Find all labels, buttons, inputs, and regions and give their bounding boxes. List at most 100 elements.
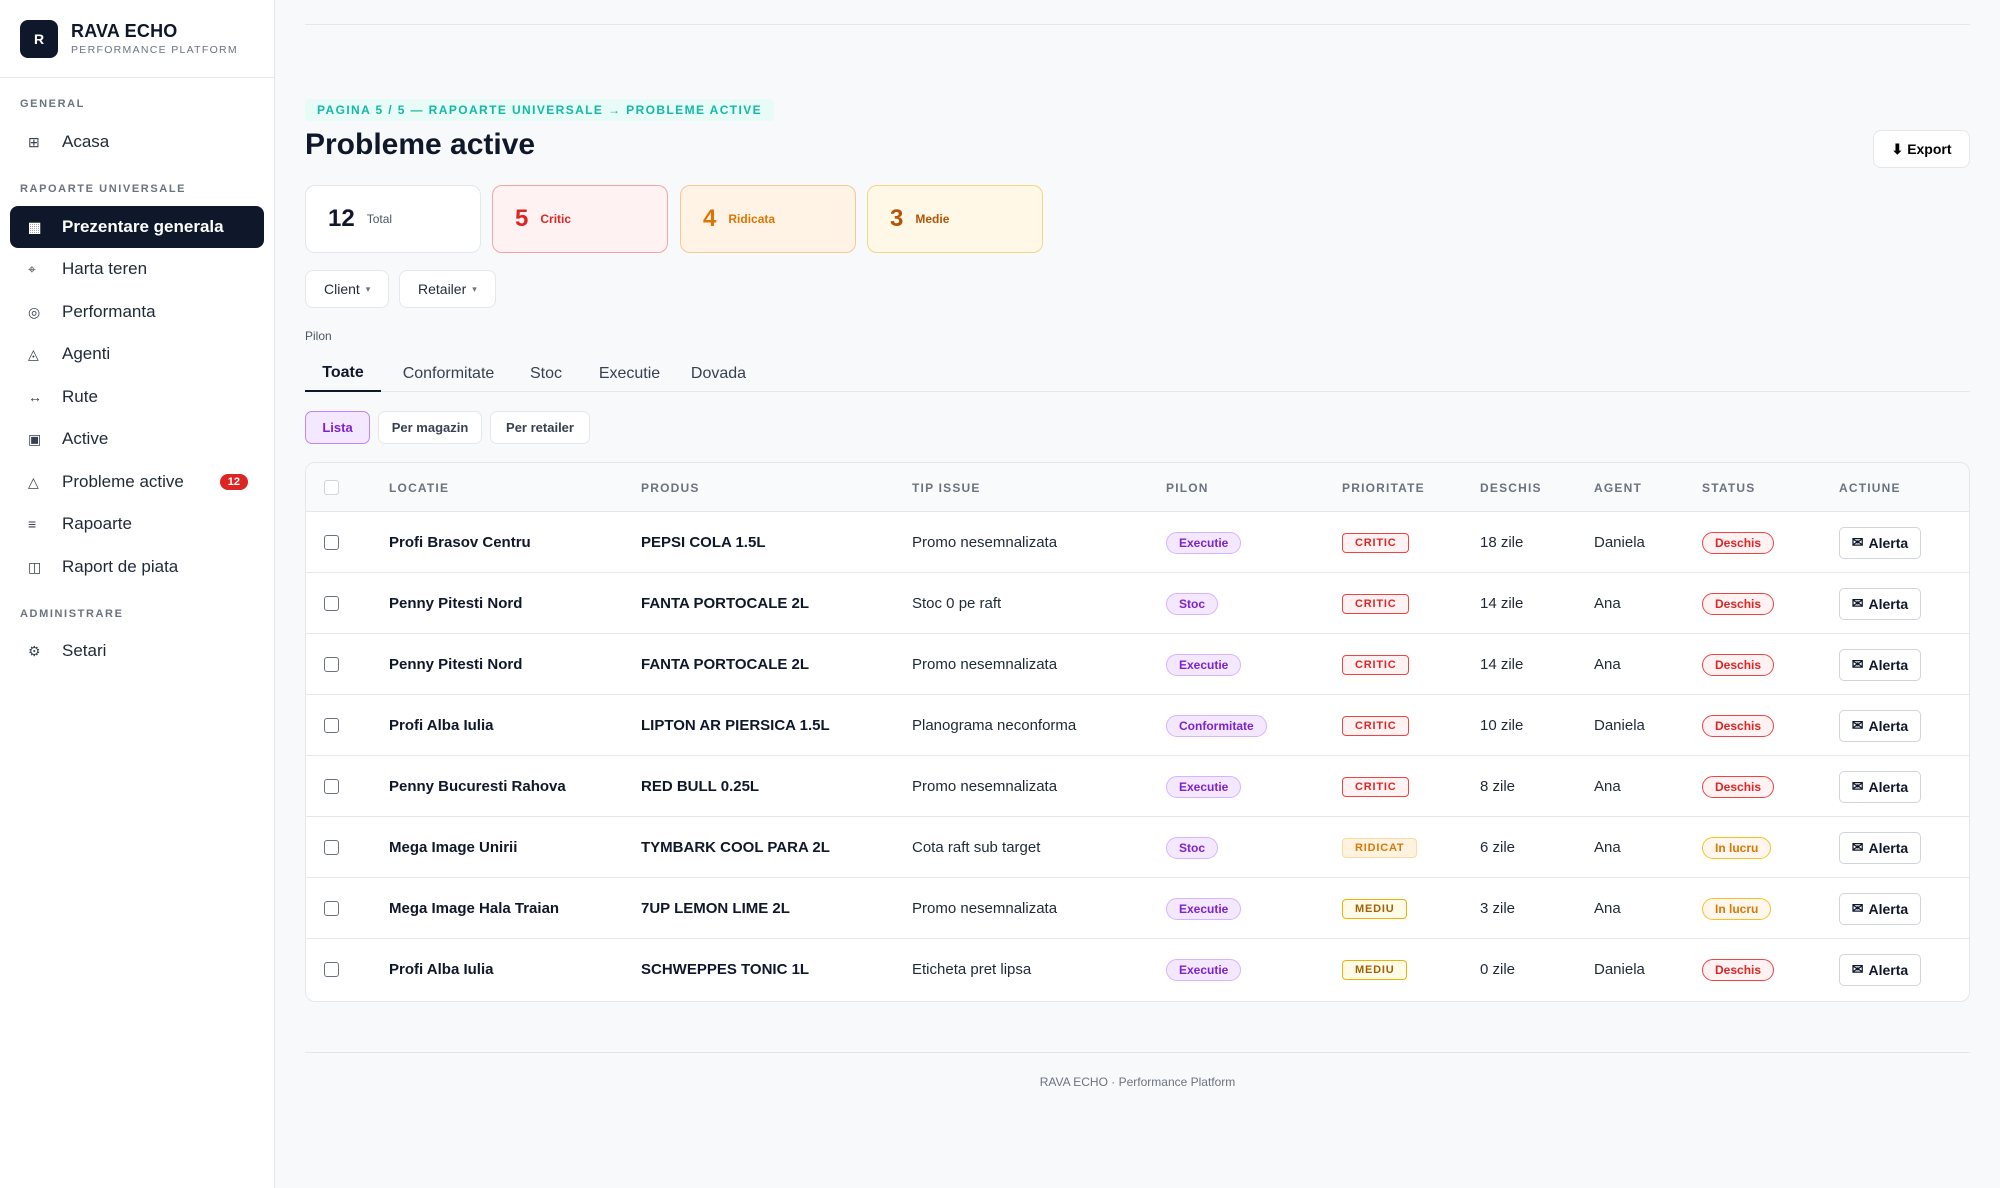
sidebar-item-harta-teren[interactable]: ⌖ Harta teren xyxy=(10,248,264,290)
priority-badge: CRITIC xyxy=(1342,593,1410,614)
view-per-retailer-button[interactable]: Per retailer xyxy=(490,411,590,444)
brand[interactable]: R RAVA ECHO PERFORMANCE PLATFORM xyxy=(0,0,274,78)
sidebar-item-setari[interactable]: ⚙ Setari xyxy=(10,630,264,672)
sidebar-item-performanta[interactable]: ◎ Performanta xyxy=(10,291,264,333)
map-pin-icon: ⌖ xyxy=(28,260,36,277)
stat-card-ridicata[interactable]: 4 Ridicata xyxy=(680,185,856,253)
alerta-button[interactable]: ✉ Alerta xyxy=(1839,587,1921,620)
priority-badge: CRITIC xyxy=(1342,532,1410,553)
client-filter-dropdown[interactable]: Client ▾ xyxy=(305,270,390,308)
sidebar-item-prezentare-generala[interactable]: ▦ Prezentare generala xyxy=(10,206,264,248)
stat-card-medie[interactable]: 3 Medie xyxy=(867,185,1043,253)
alerta-button[interactable]: ✉ Alerta xyxy=(1839,648,1921,681)
priority-badge: MEDIU xyxy=(1342,959,1408,980)
column-header-prioritate[interactable]: PRIORITATE xyxy=(1342,480,1425,495)
sidebar-item-label: Acasa xyxy=(62,132,110,151)
table-row[interactable]: Penny Pitesti Nord FANTA PORTOCALE 2L Prom… xyxy=(306,634,1969,695)
column-header-produs[interactable]: PRODUS xyxy=(641,480,700,495)
cell-tip-issue: Promo nesemnalizata xyxy=(912,778,1058,795)
sidebar-item-acasa[interactable]: ⊞ Acasa xyxy=(10,121,264,163)
row-checkbox[interactable] xyxy=(324,962,339,977)
column-header-locatie[interactable]: LOCATIE xyxy=(389,480,450,495)
tab-conformitate[interactable]: Conformitate xyxy=(402,364,495,382)
row-checkbox[interactable] xyxy=(324,657,339,672)
row-checkbox[interactable] xyxy=(324,779,339,794)
cell-produs: TYMBARK COOL PARA 2L xyxy=(641,839,830,856)
row-checkbox[interactable] xyxy=(324,840,339,855)
pilon-badge: Executie xyxy=(1166,958,1242,981)
cell-tip-issue: Promo nesemnalizata xyxy=(912,534,1058,551)
alerta-label: Alerta xyxy=(1868,656,1909,673)
table-row[interactable]: Penny Pitesti Nord FANTA PORTOCALE 2L Stoc… xyxy=(306,573,1969,634)
nav-section-administrare: ADMINISTRARE xyxy=(20,608,124,620)
sidebar-item-rapoarte[interactable]: ≡ Rapoarte xyxy=(10,503,264,545)
mail-icon: ✉ xyxy=(1851,839,1864,855)
table-row[interactable]: Profi Alba Iulia SCHWEPPES TONIC 1L Etiche… xyxy=(306,939,1969,1000)
view-lista-button[interactable]: Lista xyxy=(305,411,370,444)
cell-tip-issue: Promo nesemnalizata xyxy=(912,656,1058,673)
table-row[interactable]: Penny Bucuresti Rahova RED BULL 0.25L Prom… xyxy=(306,756,1969,817)
row-checkbox[interactable] xyxy=(324,718,339,733)
table-row[interactable]: Profi Brasov Centru PEPSI COLA 1.5L Promo … xyxy=(306,512,1969,573)
cell-locatie: Profi Alba Iulia xyxy=(389,717,494,734)
row-checkbox[interactable] xyxy=(324,901,339,916)
route-icon: ↔ xyxy=(28,389,42,405)
stat-label: Critic xyxy=(540,212,572,226)
cell-tip-issue: Planograma neconforma xyxy=(912,717,1077,734)
stat-value: 4 xyxy=(703,205,717,232)
stat-label: Medie xyxy=(915,212,950,226)
sidebar-item-agenti[interactable]: ◬ Agenti xyxy=(10,333,264,375)
sidebar-item-label: Raport de piata xyxy=(62,557,179,576)
tab-stoc[interactable]: Stoc xyxy=(529,364,562,382)
alerta-button[interactable]: ✉ Alerta xyxy=(1839,892,1921,925)
row-checkbox[interactable] xyxy=(324,535,339,550)
sidebar-item-raport-de-piata[interactable]: ◫ Raport de piata xyxy=(10,546,264,588)
agents-icon: ◬ xyxy=(28,345,39,362)
stat-card-total[interactable]: 12 Total xyxy=(305,185,481,253)
cell-locatie: Profi Brasov Centru xyxy=(389,534,531,551)
column-header-agent[interactable]: AGENT xyxy=(1594,480,1642,495)
pilon-badge: Executie xyxy=(1166,531,1242,554)
sidebar-item-probleme-active[interactable]: △ Probleme active 12 xyxy=(10,461,264,503)
column-header-deschis[interactable]: DESCHIS xyxy=(1480,480,1542,495)
table-row[interactable]: Profi Alba Iulia LIPTON AR PIERSICA 1.5L P… xyxy=(306,695,1969,756)
sidebar-item-active[interactable]: ▣ Active xyxy=(10,418,264,460)
retailer-filter-dropdown[interactable]: Retailer ▾ xyxy=(399,270,496,308)
column-header-status[interactable]: STATUS xyxy=(1702,480,1756,495)
footer-divider xyxy=(305,1052,1970,1053)
view-per-magazin-button[interactable]: Per magazin xyxy=(378,411,482,444)
pilon-badge: Executie xyxy=(1166,897,1242,920)
cell-deschis: 14 zile xyxy=(1480,595,1524,612)
column-header-tip-issue[interactable]: TIP ISSUE xyxy=(912,480,981,495)
alerta-button[interactable]: ✉ Alerta xyxy=(1839,770,1921,803)
cell-deschis: 3 zile xyxy=(1480,900,1516,917)
table-row[interactable]: Mega Image Unirii TYMBARK COOL PARA 2L Cot… xyxy=(306,817,1969,878)
alerta-button[interactable]: ✉ Alerta xyxy=(1839,953,1921,986)
breadcrumb: PAGINA 5 / 5 — RAPOARTE UNIVERSALE → PRO… xyxy=(305,99,775,121)
sidebar-item-label: Probleme active xyxy=(62,472,184,491)
sidebar-item-label: Prezentare generala xyxy=(62,217,224,236)
stat-card-critic[interactable]: 5 Critic xyxy=(492,185,668,253)
select-all-checkbox[interactable] xyxy=(324,480,339,495)
cell-produs: FANTA PORTOCALE 2L xyxy=(641,595,810,612)
cell-tip-issue: Stoc 0 pe raft xyxy=(912,595,1002,612)
pilon-badge: Stoc xyxy=(1166,592,1219,615)
alerta-button[interactable]: ✉ Alerta xyxy=(1839,831,1921,864)
sidebar-item-rute[interactable]: ↔ Rute xyxy=(10,376,264,418)
column-header-pilon[interactable]: PILON xyxy=(1166,480,1209,495)
priority-badge: CRITIC xyxy=(1342,654,1410,675)
footer: RAVA ECHO · Performance Platform xyxy=(1039,1075,1236,1089)
export-button[interactable]: ⬇ Export xyxy=(1873,130,1970,168)
tab-dovada[interactable]: Dovada xyxy=(690,364,747,382)
cell-agent: Ana xyxy=(1594,656,1621,673)
alerta-label: Alerta xyxy=(1868,534,1909,551)
tab-executie[interactable]: Executie xyxy=(598,364,661,382)
tab-toate[interactable]: Toate xyxy=(305,355,381,392)
alerta-button[interactable]: ✉ Alerta xyxy=(1839,709,1921,742)
cell-produs: LIPTON AR PIERSICA 1.5L xyxy=(641,717,830,734)
table-row[interactable]: Mega Image Hala Traian 7UP LEMON LIME 2L P… xyxy=(306,878,1969,939)
row-checkbox[interactable] xyxy=(324,596,339,611)
reports-icon: ≡ xyxy=(28,516,37,532)
chevron-down-icon: ▾ xyxy=(365,283,371,294)
alerta-button[interactable]: ✉ Alerta xyxy=(1839,526,1921,559)
